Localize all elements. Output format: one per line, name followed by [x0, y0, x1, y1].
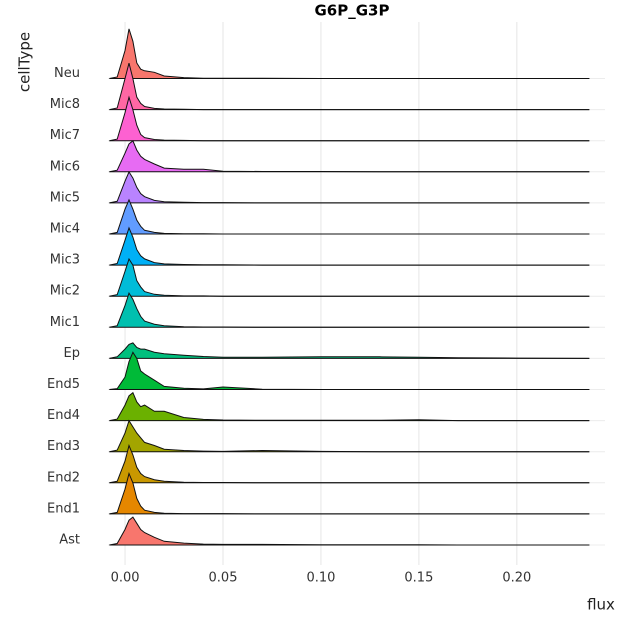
y-tick-label: Ep	[64, 346, 80, 361]
ridge-line	[109, 342, 590, 359]
y-tick-label: Mic2	[50, 284, 80, 299]
y-tick-label: Mic5	[50, 190, 80, 205]
y-tick-label: Mic8	[50, 97, 80, 112]
ridge-area	[109, 517, 590, 545]
y-tick-label: Mic4	[50, 222, 80, 237]
y-tick-label: Mic6	[50, 159, 80, 174]
x-tick-label: 0.15	[404, 571, 433, 586]
ridge-area	[109, 420, 590, 452]
y-tick-label: End5	[47, 377, 80, 392]
y-tick-label: End3	[47, 439, 80, 454]
y-tick-label: End1	[47, 501, 80, 516]
y-tick-label: Mic3	[50, 253, 80, 268]
y-tick-label: Mic7	[50, 128, 80, 143]
ridge-area	[109, 342, 590, 359]
y-axis-title: cellType	[16, 32, 34, 92]
ridge-area	[109, 392, 590, 421]
chart-title: G6P_G3P	[315, 2, 390, 20]
x-tick-label: 0.20	[502, 571, 531, 586]
y-tick-label: End2	[47, 470, 80, 485]
ridge-area	[109, 140, 590, 172]
x-axis-title: flux	[587, 596, 615, 614]
ridge-line	[109, 391, 590, 422]
x-tick-label: 0.05	[209, 571, 238, 586]
y-tick-label: Mic1	[50, 315, 80, 330]
y-tick-label: Neu	[54, 66, 80, 81]
ridge-area	[109, 352, 590, 390]
y-tick-label: Ast	[59, 533, 80, 548]
x-tick-label: 0.00	[111, 571, 140, 586]
x-tick-label: 0.10	[306, 571, 335, 586]
y-tick-label: End4	[47, 408, 80, 423]
